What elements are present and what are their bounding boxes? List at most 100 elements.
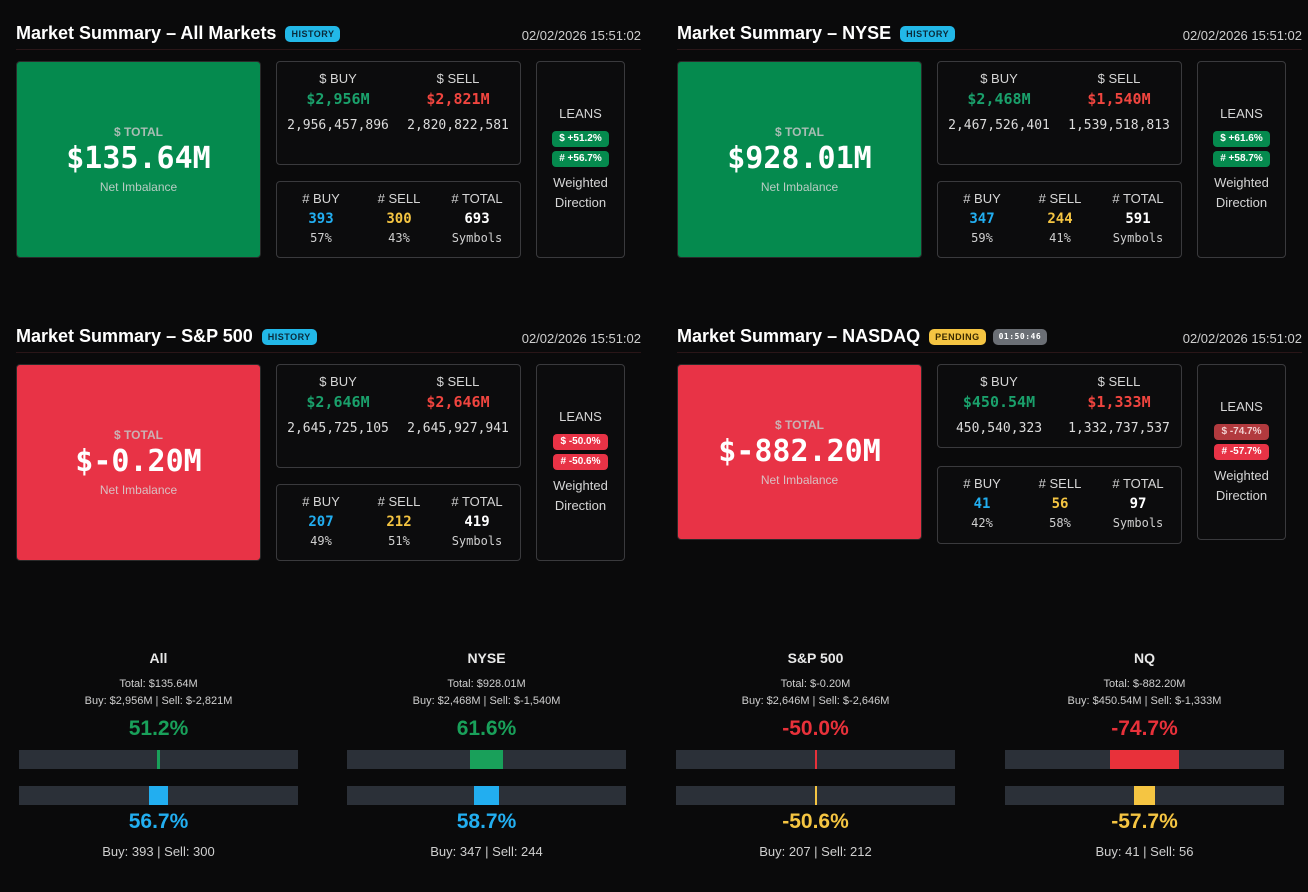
direction-label: Direction bbox=[1215, 487, 1268, 503]
count-total-value: 97 bbox=[1129, 496, 1147, 512]
panel-header: Market Summary – All Markets HISTORY 02/… bbox=[16, 15, 641, 50]
count-sell-column: # SELL 244 41% bbox=[1022, 191, 1098, 245]
count-buy-column: # BUY 41 42% bbox=[944, 476, 1020, 530]
dollar-buy-label: $ BUY bbox=[319, 71, 357, 86]
dollar-sell-column: $ SELL $1,333M 1,332,737,537 bbox=[1062, 374, 1176, 440]
count-buy-label: # BUY bbox=[302, 494, 340, 509]
count-card: # BUY 393 57% # SELL 300 43% # TOTAL 693… bbox=[276, 181, 521, 258]
panel-header: Market Summary – NASDAQ PENDING 01:50:46… bbox=[677, 318, 1302, 353]
market-total: Total: $135.64M bbox=[119, 678, 198, 690]
count-buy-pct: 57% bbox=[310, 231, 332, 245]
weighted-direction-label: Weighted Direction bbox=[553, 173, 608, 213]
weighted-label: Weighted bbox=[1214, 467, 1269, 483]
count-sell-label: # SELL bbox=[1038, 191, 1082, 206]
leans-card: LEANS $ +51.2% # +56.7% Weighted Directi… bbox=[536, 61, 625, 258]
leans-card: LEANS $ -50.0% # -50.6% Weighted Directi… bbox=[536, 364, 625, 561]
market-name: S&P 500 bbox=[787, 650, 844, 666]
count-total-column: # TOTAL 591 Symbols bbox=[1098, 191, 1178, 245]
count-lean-bar bbox=[676, 786, 955, 805]
market-counts: Buy: 41 | Sell: 56 bbox=[1095, 844, 1194, 859]
dollar-lean-bar bbox=[676, 750, 955, 769]
dollar-lean-pill: $ +61.6% bbox=[1213, 131, 1270, 147]
dollar-lean-bar-fill bbox=[156, 750, 161, 769]
count-lean-bar-fill bbox=[814, 786, 817, 805]
count-total-value: 693 bbox=[464, 211, 490, 227]
market-buy-sell: Buy: $450.54M | Sell: $-1,333M bbox=[1067, 695, 1222, 707]
dollar-buy-raw: 2,467,526,401 bbox=[948, 118, 1050, 133]
dollar-sell-value: $2,821M bbox=[426, 90, 490, 108]
total-value: $-0.20M bbox=[75, 444, 202, 479]
count-sell-column: # SELL 300 43% bbox=[361, 191, 437, 245]
count-buy-column: # BUY 393 57% bbox=[283, 191, 359, 245]
count-lean-bar-fill bbox=[474, 786, 499, 805]
count-lean-pill: # +56.7% bbox=[552, 151, 609, 167]
count-sell-pct: 41% bbox=[1049, 231, 1071, 245]
leans-label: LEANS bbox=[559, 409, 602, 424]
status-badge[interactable]: HISTORY bbox=[900, 25, 956, 42]
count-card: # BUY 41 42% # SELL 56 58% # TOTAL 97 Sy… bbox=[937, 466, 1182, 544]
dollar-buy-value: $2,646M bbox=[306, 393, 370, 411]
market-buy-sell: Buy: $2,646M | Sell: $-2,646M bbox=[741, 695, 890, 707]
count-total-sub: Symbols bbox=[451, 231, 503, 245]
total-label: $ TOTAL bbox=[775, 417, 824, 432]
market-summary-panel: Market Summary – NASDAQ PENDING 01:50:46… bbox=[677, 318, 1302, 588]
market-lean-summary: NQ Total: $-882.20M Buy: $450.54M | Sell… bbox=[1005, 650, 1284, 859]
panel-timestamp: 02/02/2026 15:51:02 bbox=[1182, 331, 1302, 346]
count-buy-value: 41 bbox=[973, 496, 991, 512]
weighted-label: Weighted bbox=[553, 175, 608, 190]
dollar-lean-pill: $ -74.7% bbox=[1214, 423, 1269, 440]
count-lean-pill: # -50.6% bbox=[553, 454, 608, 470]
count-lean-pct: 58.7% bbox=[456, 810, 517, 833]
panel-title: Market Summary – S&P 500 bbox=[16, 326, 253, 346]
dollar-sell-value: $2,646M bbox=[426, 393, 490, 411]
market-summary-panel: Market Summary – S&P 500 HISTORY 02/02/2… bbox=[16, 318, 641, 588]
weighted-direction-label: Weighted Direction bbox=[1214, 466, 1269, 506]
market-name: NYSE bbox=[467, 650, 506, 666]
dollar-sell-raw: 1,539,518,813 bbox=[1068, 118, 1170, 133]
count-card: # BUY 347 59% # SELL 244 41% # TOTAL 591… bbox=[937, 181, 1182, 258]
leans-label: LEANS bbox=[1220, 398, 1263, 414]
status-badge[interactable]: HISTORY bbox=[285, 25, 341, 42]
dollar-buy-sell-card: $ BUY $2,646M 2,645,725,105 $ SELL $2,64… bbox=[276, 364, 521, 468]
panel-timestamp: 02/02/2026 15:51:02 bbox=[1182, 28, 1302, 43]
dollar-buy-label: $ BUY bbox=[980, 374, 1018, 389]
market-total: Total: $928.01M bbox=[447, 678, 526, 690]
net-imbalance-label: Net Imbalance bbox=[99, 180, 178, 194]
market-summary-panel: Market Summary – All Markets HISTORY 02/… bbox=[16, 15, 641, 285]
market-total: Total: $-882.20M bbox=[1103, 678, 1186, 690]
net-imbalance-label: Net Imbalance bbox=[760, 180, 839, 194]
dollar-buy-column: $ BUY $2,646M 2,645,725,105 bbox=[283, 374, 393, 440]
dollar-sell-raw: 2,645,927,941 bbox=[407, 421, 509, 436]
market-lean-summary: S&P 500 Total: $-0.20M Buy: $2,646M | Se… bbox=[676, 650, 955, 859]
net-imbalance-card: $ TOTAL $928.01M Net Imbalance bbox=[677, 61, 922, 258]
count-total-value: 591 bbox=[1125, 211, 1151, 227]
count-sell-pct: 58% bbox=[1049, 516, 1071, 530]
dollar-buy-value: $2,956M bbox=[306, 90, 370, 108]
net-imbalance-label: Net Imbalance bbox=[760, 472, 839, 487]
count-total-label: # TOTAL bbox=[1112, 191, 1164, 206]
count-sell-pct: 51% bbox=[388, 534, 410, 548]
count-total-column: # TOTAL 693 Symbols bbox=[437, 191, 517, 245]
count-lean-bar bbox=[19, 786, 298, 805]
total-value: $135.64M bbox=[66, 141, 211, 176]
count-buy-pct: 59% bbox=[971, 231, 993, 245]
dollar-sell-raw: 2,820,822,581 bbox=[407, 118, 509, 133]
dollar-lean-bar bbox=[347, 750, 626, 769]
dollar-buy-column: $ BUY $2,468M 2,467,526,401 bbox=[944, 71, 1054, 137]
count-total-sub: Symbols bbox=[451, 534, 503, 548]
market-summary-panel: Market Summary – NYSE HISTORY 02/02/2026… bbox=[677, 15, 1302, 285]
count-card: # BUY 207 49% # SELL 212 51% # TOTAL 419… bbox=[276, 484, 521, 561]
status-badge[interactable]: HISTORY bbox=[261, 328, 317, 345]
dollar-lean-pct: 51.2% bbox=[128, 717, 189, 740]
count-buy-label: # BUY bbox=[963, 476, 1001, 491]
market-counts: Buy: 347 | Sell: 244 bbox=[430, 844, 543, 859]
dollar-sell-column: $ SELL $2,646M 2,645,927,941 bbox=[401, 374, 515, 440]
count-buy-value: 207 bbox=[308, 514, 334, 530]
leans-card: LEANS $ -74.7% # -57.7% Weighted Directi… bbox=[1197, 364, 1286, 540]
dollar-lean-pct: 61.6% bbox=[456, 717, 517, 740]
count-lean-bar-fill bbox=[149, 786, 168, 805]
market-buy-sell: Buy: $2,468M | Sell: $-1,540M bbox=[412, 695, 561, 707]
count-sell-pct: 43% bbox=[388, 231, 410, 245]
net-imbalance-card: $ TOTAL $-882.20M Net Imbalance bbox=[677, 364, 922, 540]
status-badge[interactable]: PENDING bbox=[929, 328, 986, 345]
